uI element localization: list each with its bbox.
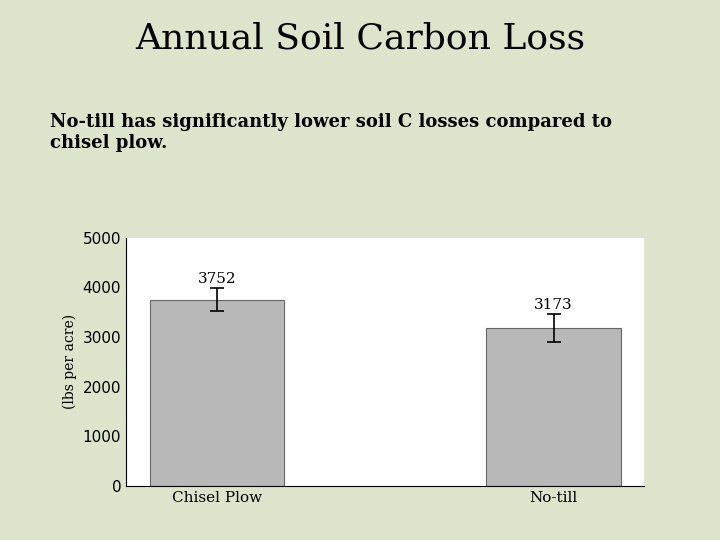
Text: No-till has significantly lower soil C losses compared to
chisel plow.: No-till has significantly lower soil C l… [50,113,613,152]
Bar [486,328,621,486]
Text: Annual Soil Carbon Loss: Annual Soil Carbon Loss [135,22,585,56]
Text: 3173: 3173 [534,298,573,312]
Y-axis label: (lbs per acre): (lbs per acre) [63,314,77,409]
Bar [150,300,284,486]
Text: 3752: 3752 [197,272,236,286]
